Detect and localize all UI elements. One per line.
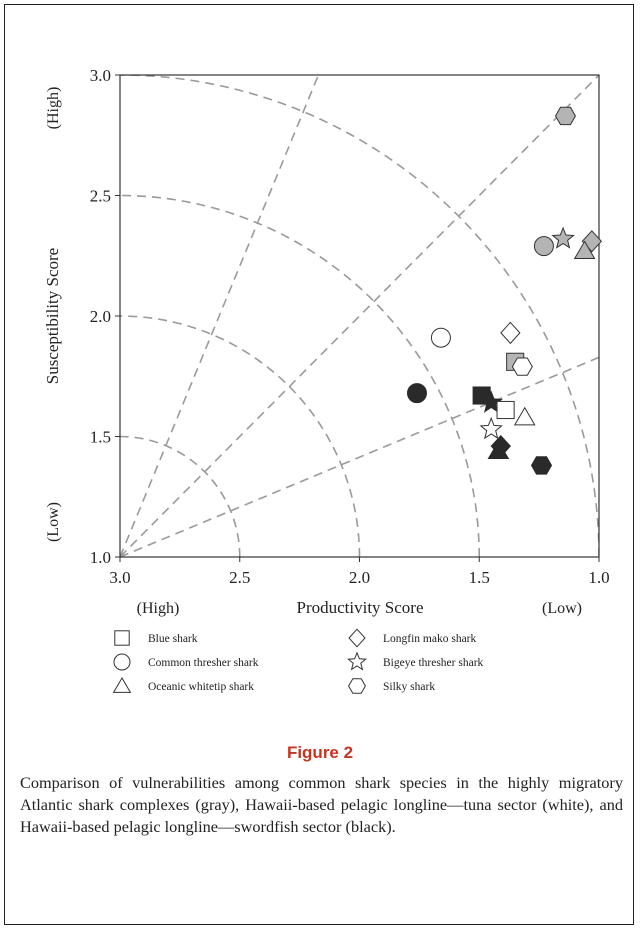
blue-shark-white-point bbox=[497, 401, 514, 418]
blue-shark-legend-icon bbox=[115, 631, 129, 645]
guide-ray bbox=[120, 280, 640, 557]
common-thresher-shark-white-point bbox=[431, 328, 450, 347]
guide-ray bbox=[120, 46, 628, 557]
y-tick-label: 1.0 bbox=[90, 548, 111, 567]
bigeye-thresher-shark-legend-icon bbox=[348, 653, 365, 670]
silky-shark-gray-point bbox=[556, 107, 576, 124]
common-thresher-shark-legend-icon bbox=[114, 654, 130, 670]
oceanic-whitetip-shark-legend-icon bbox=[114, 678, 131, 692]
scatter-chart: 3.0 2.5 2.0 1.5 1.0 1.0 1.5 2.0 2.5 3.0 Producti… bbox=[0, 0, 640, 740]
x-axis-high-label: (High) bbox=[137, 600, 180, 617]
guide-lines bbox=[120, 0, 640, 557]
y-tick-label: 1.5 bbox=[90, 428, 111, 447]
x-tick-label: 1.0 bbox=[588, 568, 609, 587]
bigeye-thresher-shark-white-point bbox=[481, 418, 502, 438]
legend-label: Silky shark bbox=[383, 681, 435, 693]
common-thresher-shark-gray-point bbox=[534, 237, 553, 256]
legend: Blue shark Common thresher shark Oceanic w… bbox=[114, 629, 484, 693]
longfin-mako-shark-white-point bbox=[501, 322, 520, 343]
y-tick-label: 2.5 bbox=[90, 187, 111, 206]
oceanic-whitetip-shark-white-point bbox=[515, 408, 535, 425]
silky-shark-black-point bbox=[532, 457, 552, 474]
figure-title: Figure 2 bbox=[0, 743, 640, 763]
legend-label: Blue shark bbox=[148, 633, 198, 645]
x-axis-title: Productivity Score bbox=[296, 598, 423, 617]
legend-label: Oceanic whitetip shark bbox=[148, 681, 254, 693]
y-axis-title: Susceptibility Score bbox=[43, 248, 62, 384]
bigeye-thresher-shark-gray-point bbox=[553, 228, 574, 248]
legend-label: Common thresher shark bbox=[148, 657, 259, 669]
legend-label: Bigeye thresher shark bbox=[383, 657, 484, 669]
figure-caption: Comparison of vulnerabilities among comm… bbox=[20, 772, 623, 838]
x-tick-label: 3.0 bbox=[109, 568, 130, 587]
guide-ray bbox=[120, 0, 395, 557]
data-points bbox=[407, 107, 601, 474]
y-axis: 1.0 1.5 2.0 2.5 3.0 bbox=[90, 66, 120, 567]
common-thresher-shark-black-point bbox=[407, 384, 426, 403]
x-tick-label: 1.5 bbox=[469, 568, 490, 587]
silky-shark-legend-icon bbox=[349, 679, 366, 694]
x-axis: 3.0 2.5 2.0 1.5 1.0 bbox=[109, 557, 609, 587]
x-tick-label: 2.0 bbox=[349, 568, 370, 587]
y-tick-label: 3.0 bbox=[90, 66, 111, 85]
y-axis-low-label: (Low) bbox=[45, 502, 62, 542]
x-axis-low-label: (Low) bbox=[542, 600, 582, 617]
y-axis-high-label: (High) bbox=[45, 87, 62, 130]
longfin-mako-shark-legend-icon bbox=[349, 629, 365, 647]
silky-shark-white-point bbox=[512, 358, 532, 375]
x-tick-label: 2.5 bbox=[229, 568, 250, 587]
y-tick-label: 2.0 bbox=[90, 307, 111, 326]
guide-arc bbox=[120, 437, 240, 558]
legend-label: Longfin mako shark bbox=[383, 633, 477, 645]
